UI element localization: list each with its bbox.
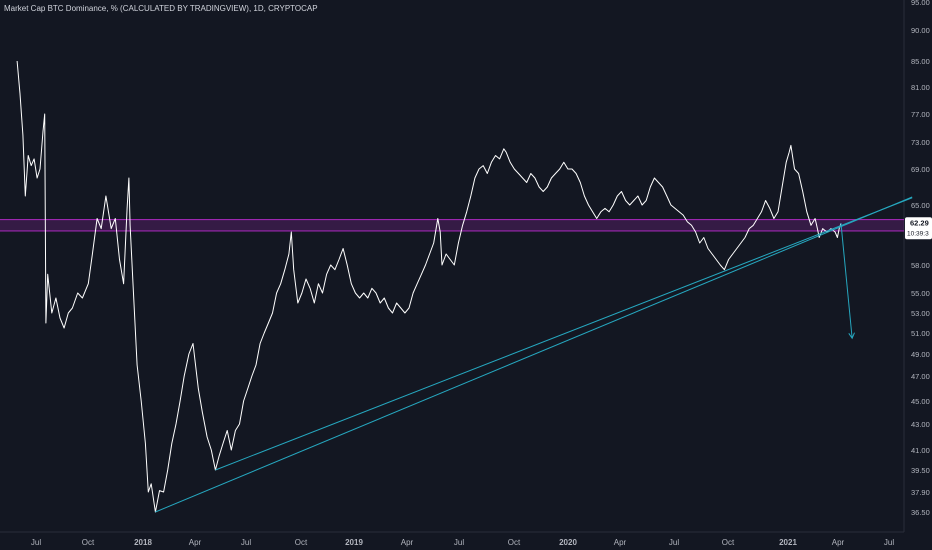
- price-tick-label: 36.50: [911, 508, 930, 517]
- last-price-value: 62.29: [910, 218, 929, 227]
- price-tick-label: 85.00: [911, 57, 930, 66]
- time-tick-label: Apr: [614, 538, 627, 547]
- price-tick-label: 53.00: [911, 309, 930, 318]
- price-tick-label: 81.00: [911, 83, 930, 92]
- price-tick-label: 55.00: [911, 289, 930, 298]
- time-tick-label: 2020: [559, 538, 577, 547]
- price-tick-label: 49.00: [911, 350, 930, 359]
- arrow-head: [848, 332, 855, 340]
- dominance-line: [16, 60, 842, 513]
- price-tick-label: 65.00: [911, 201, 930, 210]
- time-tick-label: Jul: [241, 538, 251, 547]
- price-tick-label: 43.00: [911, 420, 930, 429]
- price-tick-label: 37.90: [911, 488, 930, 497]
- time-tick-label: 2019: [345, 538, 363, 547]
- price-tick-label: 41.00: [911, 446, 930, 455]
- time-tick-label: 2018: [134, 538, 152, 547]
- price-tick-label: 77.00: [911, 110, 930, 119]
- bar-countdown: 10:39:3: [907, 230, 929, 237]
- price-tick-label: 95.00: [911, 0, 930, 7]
- time-tick-label: Jul: [31, 538, 41, 547]
- last-price-label: 62.29 10:39:3: [905, 217, 932, 240]
- trendline-1[interactable]: [155, 196, 913, 513]
- price-axis-panel: [904, 0, 932, 532]
- price-tick-label: 58.00: [911, 261, 930, 270]
- zone-band: [0, 219, 904, 231]
- trendlines: [155, 196, 913, 513]
- time-tick-label: Jul: [669, 538, 679, 547]
- price-tick-label: 73.00: [911, 138, 930, 147]
- price-tick-label: 45.00: [911, 397, 930, 406]
- price-tick-label: 39.50: [911, 466, 930, 475]
- price-tick-label: 69.00: [911, 165, 930, 174]
- price-tick-label: 90.00: [911, 26, 930, 35]
- resistance-zone: [0, 218, 904, 232]
- time-tick-label: Oct: [295, 538, 308, 547]
- time-tick-label: Oct: [82, 538, 95, 547]
- time-axis: Jul Oct 2018 Apr Jul Oct 2019 Apr Jul Oct 2020 Apr J…: [31, 538, 894, 547]
- projection-arrow[interactable]: [840, 223, 853, 339]
- chart-title: Market Cap BTC Dominance, % (CALCULATED …: [4, 4, 318, 13]
- time-tick-label: Apr: [832, 538, 845, 547]
- price-tick-label: 47.00: [911, 372, 930, 381]
- price-tick-label: 51.00: [911, 329, 930, 338]
- dominance-series: [16, 60, 842, 513]
- time-tick-label: Oct: [508, 538, 521, 547]
- trendline-2[interactable]: [215, 197, 913, 471]
- time-tick-label: Apr: [189, 538, 202, 547]
- time-tick-label: Oct: [722, 538, 735, 547]
- last-price-badge: [905, 217, 932, 240]
- time-tick-label: Jul: [884, 538, 894, 547]
- time-tick-label: Jul: [454, 538, 464, 547]
- time-tick-label: 2021: [779, 538, 797, 547]
- time-tick-label: Apr: [401, 538, 414, 547]
